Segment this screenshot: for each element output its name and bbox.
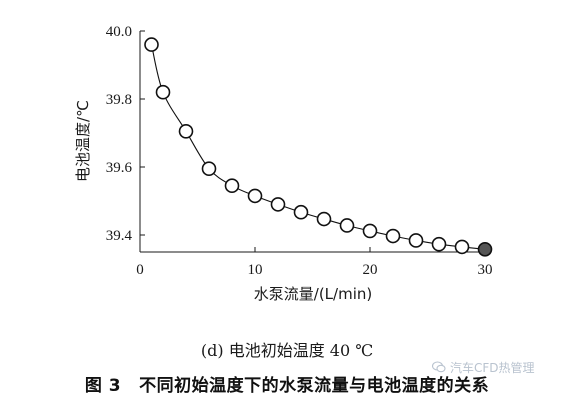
x-tick-label: 0 (136, 262, 144, 278)
y-tick-label: 39.6 (106, 160, 133, 176)
figure-number: 图 3 (84, 376, 122, 396)
figure-title: 不同初始温度下的水泵流量与电池温度的关系 (139, 376, 490, 396)
data-point (155, 84, 171, 100)
data-point (293, 204, 309, 220)
series-curve (150, 44, 486, 250)
data-point-highlighted (477, 241, 493, 257)
x-axis-title: 水泵流量/(L/min) (254, 285, 372, 303)
data-point (385, 228, 401, 244)
data-point (339, 218, 355, 233)
y-tick-label: 40.0 (106, 24, 132, 40)
data-point (224, 178, 240, 193)
line-chart: 水泵流量/(L/min) 电池温度/℃ 0 10 20 30 39.4 39.6 39.8 4… (74, 24, 493, 303)
y-tick-label: 39.8 (106, 92, 132, 108)
data-point (270, 197, 286, 212)
sub-figure-caption: (d) 电池初始温度 40 ℃ (200, 341, 374, 360)
data-point (454, 239, 470, 255)
data-point (316, 211, 332, 227)
watermark: 汽车CFD热管理 (432, 357, 568, 377)
x-tick-label: 10 (248, 262, 263, 278)
data-point (201, 161, 217, 176)
watermark-text: 汽车CFD热管理 (450, 360, 535, 375)
data-points (144, 37, 493, 257)
data-point (144, 37, 159, 52)
x-tick-label: 20 (363, 262, 378, 278)
data-point (178, 124, 194, 139)
x-tick-label: 30 (478, 262, 493, 278)
data-point (408, 233, 424, 248)
y-tick-label: 39.4 (106, 228, 133, 244)
data-point (362, 223, 378, 239)
data-point (431, 236, 447, 252)
figure-caption: 图 3 不同初始温度下的水泵流量与电池温度的关系 (0, 371, 574, 396)
y-axis-title: 电池温度/℃ (74, 100, 92, 182)
axes (139, 31, 487, 253)
data-point (247, 188, 263, 204)
wechat-icon (432, 361, 446, 373)
series-line (150, 44, 486, 250)
